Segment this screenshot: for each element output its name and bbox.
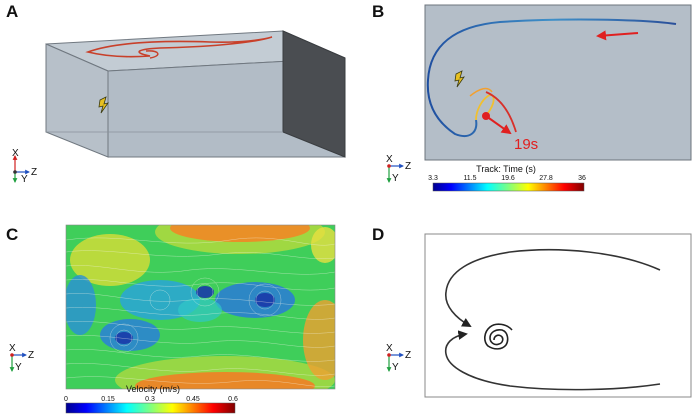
- axis-x-label: X: [386, 154, 393, 165]
- schematic-frame: [424, 233, 692, 398]
- velocity-colorbar-bar: [65, 402, 236, 414]
- axis-y-label: Y: [21, 174, 28, 185]
- panel-c: C: [6, 224, 336, 414]
- time-tick-4: 36: [578, 175, 586, 182]
- track-marker: [482, 112, 490, 120]
- time-colorbar-bar: [432, 182, 585, 192]
- vortex-spiral: [484, 323, 513, 350]
- panel-b-letter: B: [372, 2, 384, 21]
- upper-flow-arrow: [445, 248, 661, 327]
- axis-y-label: Y: [392, 362, 399, 373]
- tank-box: [45, 30, 346, 158]
- axis-y-label: Y: [392, 173, 399, 184]
- axis-x-label: X: [12, 148, 19, 159]
- panel-d-letter: D: [372, 225, 384, 244]
- panel-d: D X Z Y: [372, 225, 692, 398]
- track-late-2: [469, 87, 493, 97]
- axis-z-label: Z: [28, 350, 34, 361]
- axis-triad-b: X Z Y: [386, 154, 411, 184]
- velocity-field: [65, 224, 336, 390]
- panel-c-letter: C: [6, 225, 18, 244]
- time-colorbar-title: Track: Time (s): [476, 164, 536, 174]
- axis-z-label: Z: [405, 350, 411, 361]
- time-annotation: 19s: [514, 136, 538, 153]
- time-tick-2: 19.6: [501, 175, 515, 182]
- axis-triad-d: X Z Y: [386, 343, 411, 373]
- velocity-tick-1: 0.15: [101, 396, 115, 403]
- velocity-colorbar: Velocity (m/s) 0 0.15 0.3 0.45 0.6: [64, 384, 238, 414]
- lower-flow-arrow: [444, 330, 661, 391]
- axis-z-label: Z: [31, 167, 37, 178]
- time-colorbar: Track: Time (s) 3.3 11.5 19.6 27.8 36: [428, 164, 586, 192]
- axis-x-label: X: [386, 343, 393, 354]
- direction-arrow: [596, 30, 639, 41]
- track-late: [485, 91, 517, 133]
- track-mid: [475, 94, 495, 121]
- velocity-colorbar-title: Velocity (m/s): [126, 384, 180, 394]
- velocity-tick-4: 0.6: [228, 396, 238, 403]
- time-tick-3: 27.8: [539, 175, 553, 182]
- track-early: [426, 18, 677, 138]
- velocity-tick-0: 0: [64, 396, 68, 403]
- tank-end-face: [282, 30, 346, 158]
- time-tick-1: 11.5: [463, 175, 476, 182]
- panel-a: A X Z Y: [6, 2, 346, 185]
- axis-triad-a: X Z Y: [12, 148, 37, 185]
- fish-icon: [98, 96, 109, 114]
- axis-z-label: Z: [405, 161, 411, 172]
- velocity-tick-3: 0.45: [186, 396, 200, 403]
- time-tick-0: 3.3: [428, 175, 438, 182]
- panel-a-letter: A: [6, 2, 18, 21]
- axis-y-label: Y: [15, 362, 22, 373]
- axis-x-label: X: [9, 343, 16, 354]
- trajectory-loop: [145, 50, 159, 59]
- panel-b: B 19s X Z Y Track: Time (s) 3.3 11.5 19.…: [372, 2, 692, 192]
- trajectory-line: [85, 36, 273, 58]
- velocity-tick-2: 0.3: [145, 396, 155, 403]
- axis-triad-c: X Z Y: [9, 343, 34, 373]
- fish-icon: [454, 70, 465, 88]
- time-pointer: [485, 115, 512, 135]
